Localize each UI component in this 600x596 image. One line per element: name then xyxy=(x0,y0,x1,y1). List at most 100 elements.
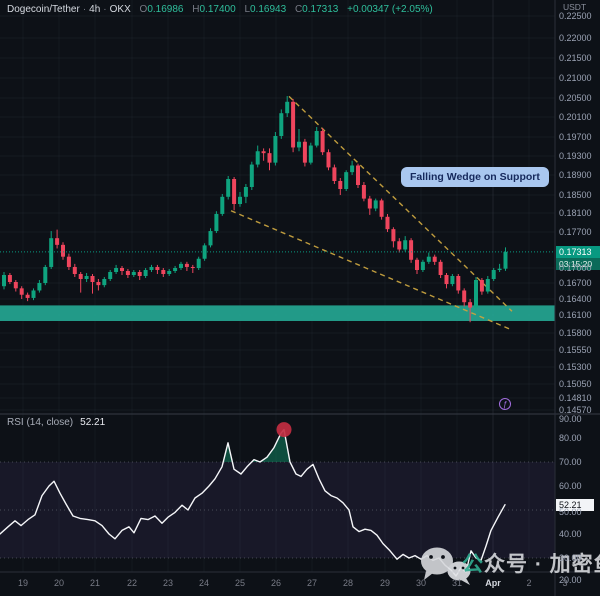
price-tick-label: 0.18900 xyxy=(559,170,592,180)
candle-body xyxy=(415,259,419,270)
support-zone[interactable] xyxy=(0,305,555,321)
symbol-legend[interactable]: Dogecoin/Tether · 4h · OKX O0.16986 H0.17400… xyxy=(7,4,433,15)
time-tick-label: 31 xyxy=(451,578,463,588)
candle-body xyxy=(491,270,496,279)
candle-body xyxy=(273,136,278,163)
candle-body xyxy=(497,268,502,270)
candle-body xyxy=(356,165,360,185)
candle-body xyxy=(37,283,42,291)
candle-body xyxy=(450,276,455,285)
candle-body xyxy=(90,276,95,282)
price-tick-label: 0.22500 xyxy=(559,11,592,21)
candle-body xyxy=(485,279,490,292)
last-price-badge: 0.17313 xyxy=(556,245,600,258)
candle-body xyxy=(108,272,113,279)
interval-label[interactable]: 4h xyxy=(89,4,101,15)
rsi-peak-marker[interactable] xyxy=(276,422,292,438)
candle-body xyxy=(432,256,437,262)
price-tick-label: 0.21500 xyxy=(559,53,592,63)
close-label: C xyxy=(294,4,303,15)
low-label: L xyxy=(244,4,250,15)
price-tick-label: 0.17700 xyxy=(559,227,592,237)
time-tick-label: Apr xyxy=(485,578,501,588)
candle-body xyxy=(78,274,83,279)
high-value: 0.17400 xyxy=(199,4,236,15)
candle-body xyxy=(426,256,431,262)
candle-body xyxy=(261,151,266,154)
price-tick-label: 0.18100 xyxy=(559,208,592,218)
time-tick-label: 20 xyxy=(53,578,65,588)
candle-body xyxy=(332,167,337,181)
exchange-label: OKX xyxy=(109,4,131,15)
fx-source-icon[interactable] xyxy=(499,398,511,410)
candle-body xyxy=(61,244,65,257)
price-tick-label: 0.15300 xyxy=(559,362,592,372)
candle-body xyxy=(161,270,166,274)
time-tick-label: 27 xyxy=(306,578,318,588)
time-tick-label: 29 xyxy=(379,578,391,588)
candle-body xyxy=(385,216,390,230)
high-label: H xyxy=(192,4,200,15)
rsi-legend[interactable]: RSI (14, close) 52.21 xyxy=(7,417,105,428)
rsi-tick-label: 60.00 xyxy=(559,481,582,491)
fx-source-glyph: ƒ xyxy=(503,400,508,409)
wedge-upper-trendline[interactable] xyxy=(288,95,513,312)
price-tick-label: 0.16100 xyxy=(559,310,592,320)
watermark: 公众号 · 加密鱼 xyxy=(462,548,600,578)
price-tick-label: 0.20500 xyxy=(559,93,592,103)
currency-label: USDT xyxy=(563,2,587,12)
candle-body xyxy=(350,165,355,173)
rsi-overbought-fill xyxy=(223,442,233,462)
low-value: 0.16943 xyxy=(250,4,287,15)
price-tick-label: 0.19300 xyxy=(559,151,592,161)
candle-body xyxy=(155,266,160,270)
rsi-tick-label: 80.00 xyxy=(559,433,582,443)
candle-body xyxy=(214,213,219,232)
candle-body xyxy=(55,238,60,245)
candle-body xyxy=(397,241,402,250)
rsi-tick-label: 50.00 xyxy=(559,507,582,517)
candle-body xyxy=(114,268,119,272)
candle-body xyxy=(403,240,408,250)
candle-body xyxy=(149,266,154,270)
candle-body xyxy=(249,164,254,187)
candle-body xyxy=(179,263,183,268)
rsi-tick-label: 90.00 xyxy=(559,414,582,424)
price-tick-label: 0.14570 xyxy=(559,405,592,415)
candle-body xyxy=(143,270,148,276)
wedge-callout[interactable]: Falling Wedge on Support xyxy=(401,167,549,194)
candle-body xyxy=(31,290,36,298)
rsi-tick-label: 70.00 xyxy=(559,457,582,467)
candle-body xyxy=(344,172,349,189)
rsi-band xyxy=(0,462,555,558)
candle-body xyxy=(503,251,508,269)
candle-body xyxy=(226,179,231,197)
candle-body xyxy=(243,187,248,197)
candle-body xyxy=(238,196,242,204)
candle-body xyxy=(456,276,461,291)
candle-body xyxy=(49,238,54,267)
wedge-lower-trendline[interactable] xyxy=(230,210,513,331)
bar-countdown-badge: 03:15:20 xyxy=(556,257,600,270)
candle-body xyxy=(255,151,260,165)
time-tick-label: 2 xyxy=(526,578,532,588)
candle-body xyxy=(297,141,301,148)
time-tick-label: 25 xyxy=(234,578,246,588)
price-tick-label: 0.16700 xyxy=(559,278,592,288)
candle-body xyxy=(444,275,449,285)
price-tick-label: 0.15550 xyxy=(559,345,592,355)
candle-body xyxy=(190,266,195,268)
candle-body xyxy=(25,294,30,298)
close-value: 0.17313 xyxy=(302,4,339,15)
candle-body xyxy=(420,261,425,270)
price-tick-label: 0.22000 xyxy=(559,33,592,43)
candle-body xyxy=(379,200,384,217)
open-value: 0.16986 xyxy=(147,4,184,15)
rsi-tick-label: 30.00 xyxy=(559,553,582,563)
candle-body xyxy=(125,271,130,275)
time-tick-label: 23 xyxy=(162,578,174,588)
candle-body xyxy=(438,261,443,275)
candle-body xyxy=(66,256,71,267)
symbol-title[interactable]: Dogecoin/Tether xyxy=(7,4,80,15)
